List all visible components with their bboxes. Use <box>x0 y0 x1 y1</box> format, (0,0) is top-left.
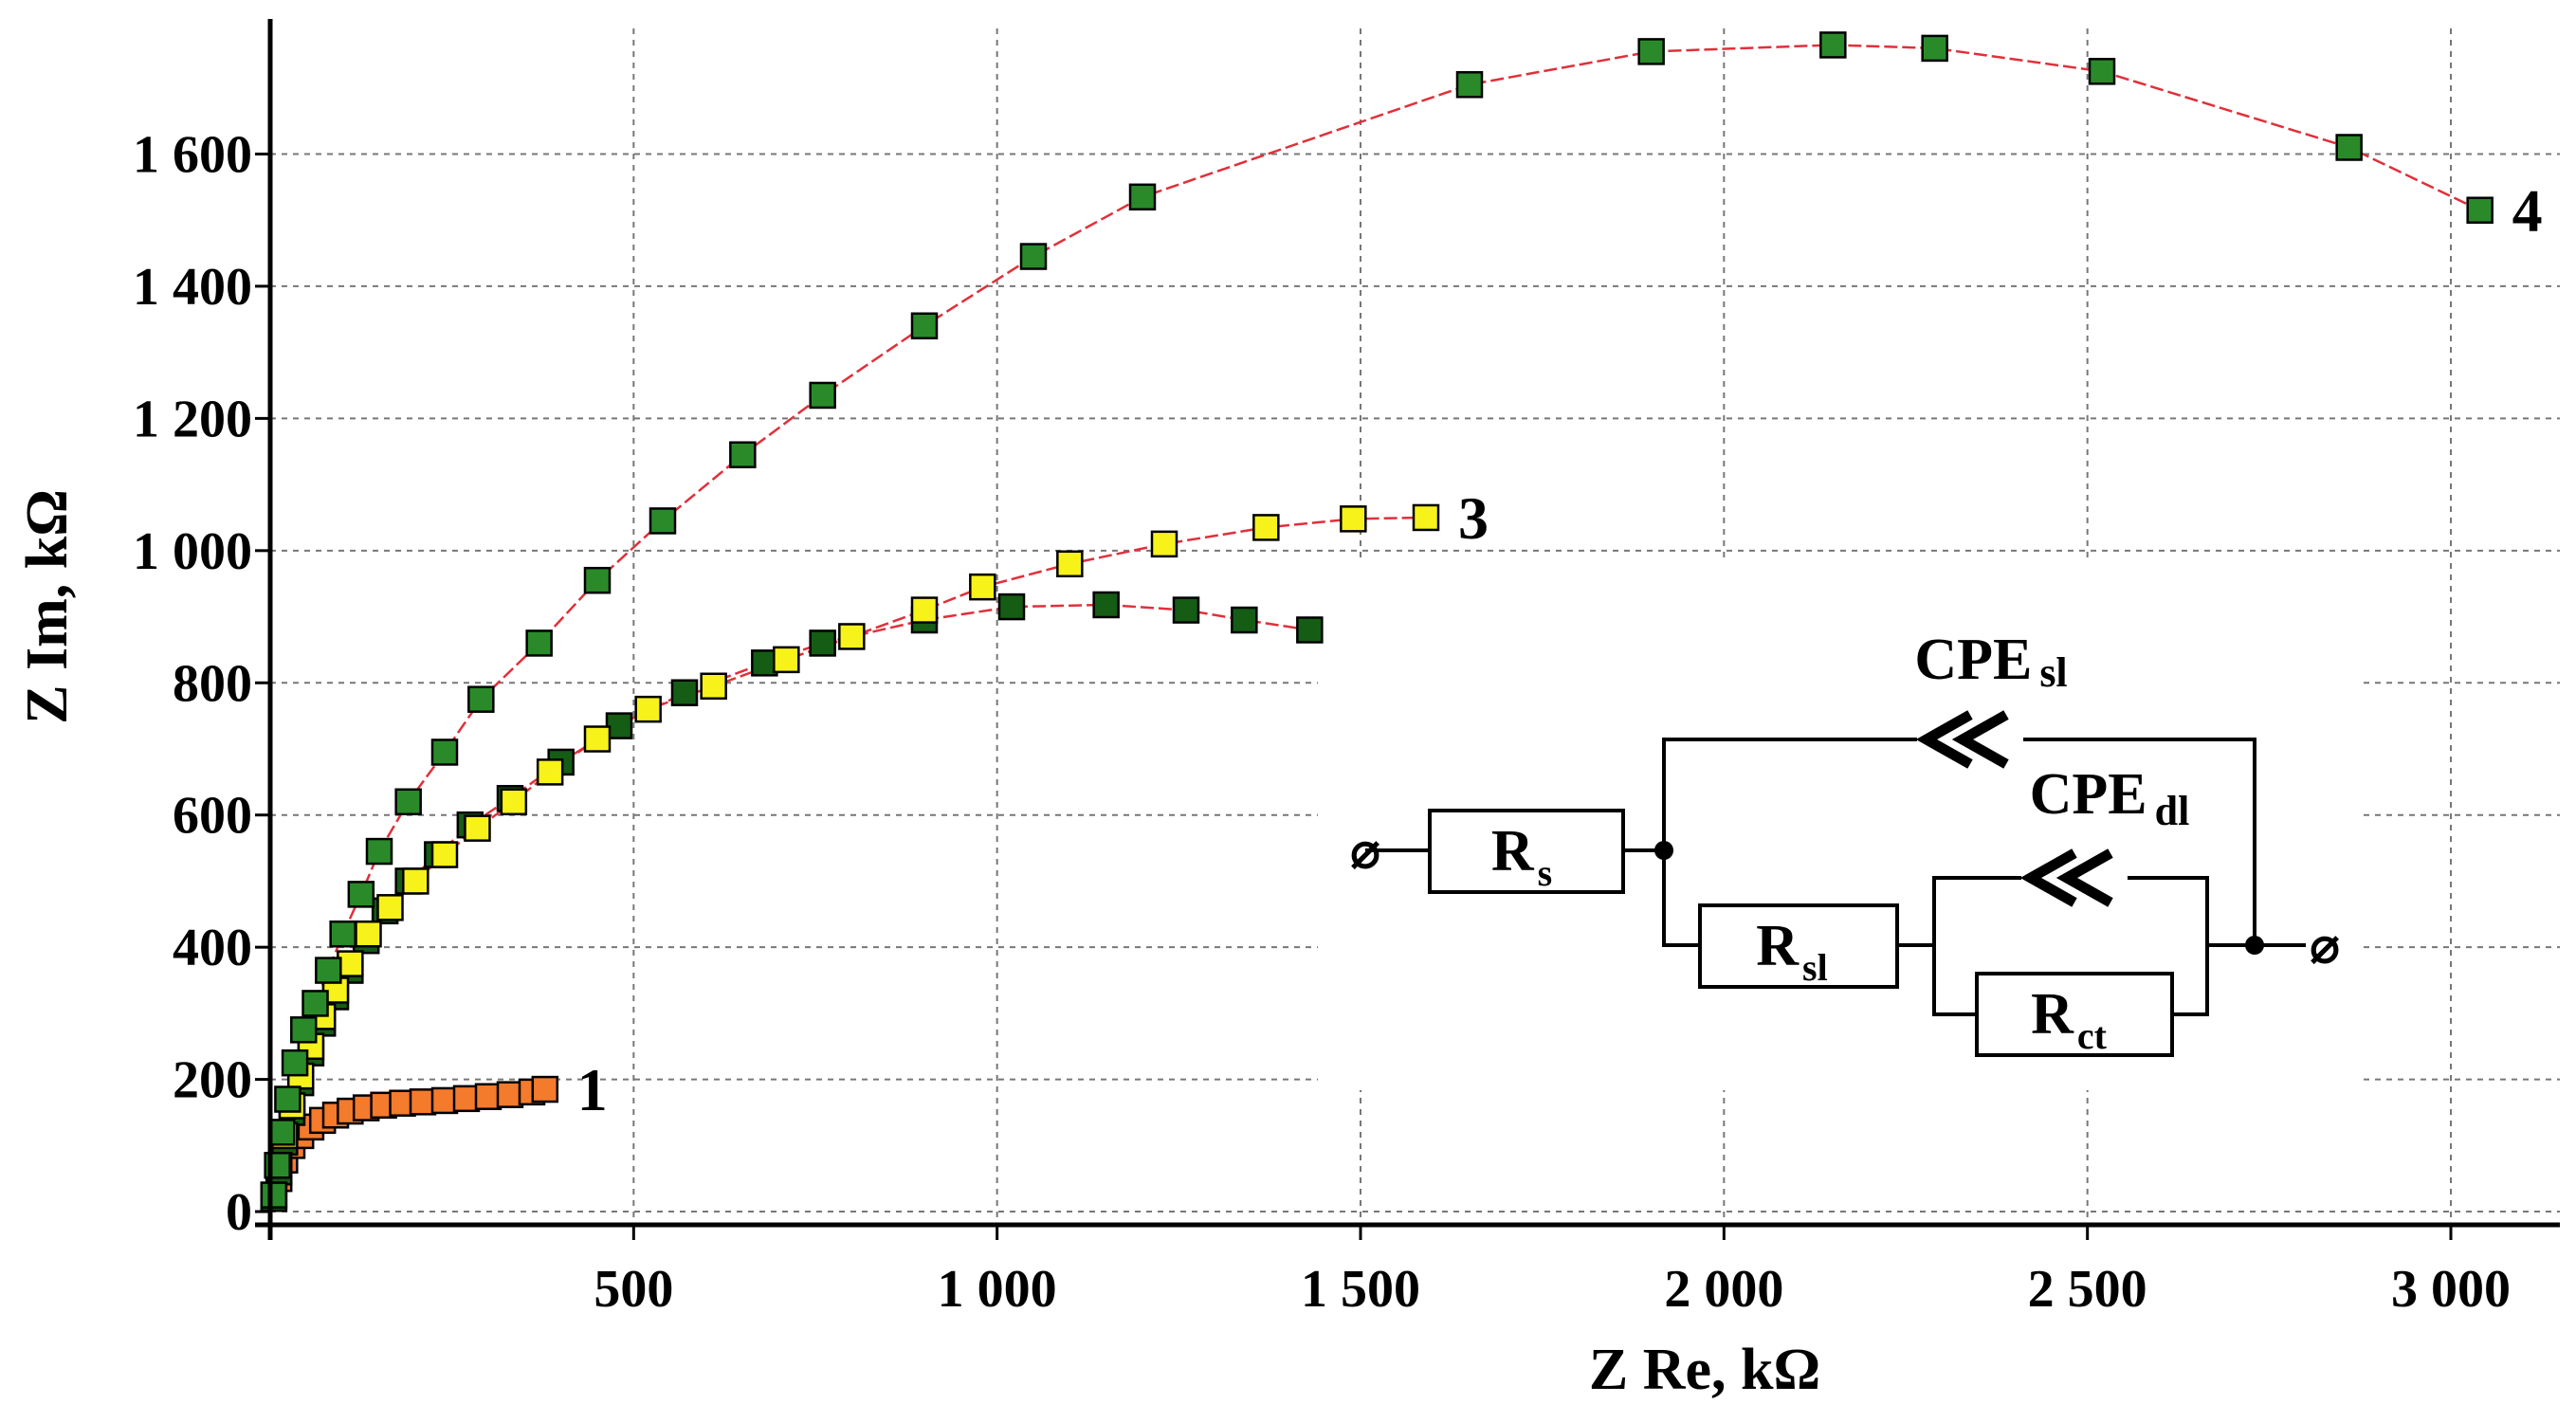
terminal-right-symbol: ⌀ <box>2310 920 2339 974</box>
series-3-point-20 <box>838 623 866 650</box>
series-3-point-8 <box>337 950 364 977</box>
series-4-point-18 <box>809 381 836 410</box>
cpe-dl-symbol <box>2019 848 2128 907</box>
series-3-point-13 <box>464 814 491 842</box>
series-4-point-16 <box>649 507 677 535</box>
cpe-sl-label: CPE sl <box>1914 628 2067 696</box>
y-axis-title: Z Im, kΩ <box>15 489 80 724</box>
series-4-point-14 <box>525 629 553 657</box>
series-3-point-18 <box>700 672 727 701</box>
series-4-point-28 <box>2466 196 2494 224</box>
series-2-point-17 <box>670 679 699 706</box>
series-3-point-24 <box>1150 530 1178 558</box>
tick-labels: 500 1 000 1 500 2 000 2 500 3 000 0 200 400 600 80… <box>133 125 2511 1319</box>
series-4-point-8 <box>329 920 356 948</box>
node-dot-right <box>2245 936 2264 955</box>
series-4-point-15 <box>583 566 612 594</box>
y-tick-label-1: 200 <box>173 1051 252 1110</box>
series-2-point-16 <box>605 712 633 739</box>
series-4-point-5 <box>290 1016 318 1044</box>
series-3-label: 3 <box>1458 484 1489 552</box>
axes <box>255 19 2560 1240</box>
series-4-point-27 <box>2335 134 2363 161</box>
x-axis-title: Z Re, kΩ <box>1589 1338 1820 1402</box>
y-tick-label-7: 1 400 <box>133 258 252 317</box>
series-4-point-23 <box>1637 38 1665 65</box>
y-tick-label-8: 1 600 <box>133 125 252 184</box>
series-4-point-25 <box>1921 34 1948 63</box>
series-3-point-23 <box>1056 550 1084 578</box>
series-2-point-19 <box>809 629 836 657</box>
cpe-sl-symbol <box>1915 710 2023 769</box>
wire-rct-branch <box>1932 945 1977 1016</box>
series-4-point-7 <box>315 957 342 984</box>
x-tick-label-5: 3 000 <box>2391 1260 2511 1319</box>
series-4-point-3 <box>274 1085 301 1113</box>
series-1-label: 1 <box>577 1056 608 1123</box>
series-4-point-4 <box>281 1048 309 1077</box>
x-tick-label-2: 1 500 <box>1301 1260 1420 1319</box>
series-2-point-22 <box>1092 591 1120 619</box>
series-4-point-24 <box>1819 31 1847 59</box>
y-tick-label-0: 0 <box>226 1183 252 1242</box>
series-4-point-6 <box>301 990 329 1017</box>
wire-rsl-branch <box>1662 850 1700 947</box>
y-tick-label-6: 1 200 <box>133 390 252 448</box>
series-4-label: 4 <box>2512 177 2543 245</box>
series-3-point-26 <box>1340 505 1367 533</box>
series-4-point-20 <box>1019 243 1048 270</box>
inset-background <box>1318 559 2361 1090</box>
series-3-point-14 <box>500 788 528 816</box>
series-3-point-9 <box>355 920 382 948</box>
series-4-point-26 <box>2088 58 2116 85</box>
series-2-point-25 <box>1296 616 1324 644</box>
series-3-point-10 <box>376 894 404 921</box>
series-4-point-19 <box>910 312 939 340</box>
node-dot-left <box>1654 841 1673 860</box>
series-3-point-21 <box>910 596 939 624</box>
series-2-point-24 <box>1231 606 1258 634</box>
series-2-fit-line <box>272 603 1310 1199</box>
y-tick-label-2: 400 <box>173 919 252 977</box>
series-2-point-21 <box>997 593 1026 621</box>
x-tick-label-0: 500 <box>594 1260 673 1319</box>
series-3-point-17 <box>634 695 662 723</box>
series-4-point-22 <box>1455 71 1484 99</box>
x-tick-label-3: 2 000 <box>1664 1260 1783 1319</box>
series-4-point-9 <box>347 881 375 908</box>
wire-rct-return <box>2172 945 2209 1016</box>
series-4-point-2 <box>268 1119 296 1146</box>
series-4-point-0 <box>260 1181 288 1209</box>
series-labels: 1 3 4 <box>577 177 2543 1123</box>
x-tick-label-1: 1 000 <box>938 1260 1057 1319</box>
series-4-point-21 <box>1128 183 1157 211</box>
series-4-point-17 <box>729 441 757 468</box>
series-3-point-19 <box>773 646 800 674</box>
cpe-dl-label: CPE dl <box>2030 762 2190 834</box>
series-3-point-27 <box>1412 503 1440 532</box>
series-3-point-12 <box>430 841 459 868</box>
series-2-point-23 <box>1172 596 1200 624</box>
y-tick-label-5: 1 000 <box>133 522 252 581</box>
series-4-point-10 <box>365 837 393 866</box>
series-3-point-16 <box>583 725 612 753</box>
x-tick-label-4: 2 500 <box>2028 1260 2147 1319</box>
series-4-point-13 <box>467 685 495 713</box>
y-tick-label-3: 600 <box>173 787 252 846</box>
series-4-point-11 <box>394 788 422 816</box>
terminal-left-symbol: ⌀ <box>1350 825 1379 879</box>
series-1-point-18 <box>531 1075 559 1103</box>
series-4-point-12 <box>430 738 459 766</box>
series-3-point-25 <box>1252 514 1280 541</box>
series-3-point-22 <box>969 573 996 601</box>
y-tick-label-4: 800 <box>173 654 252 713</box>
series-3-point-11 <box>402 867 429 895</box>
series-3-point-15 <box>536 758 564 786</box>
